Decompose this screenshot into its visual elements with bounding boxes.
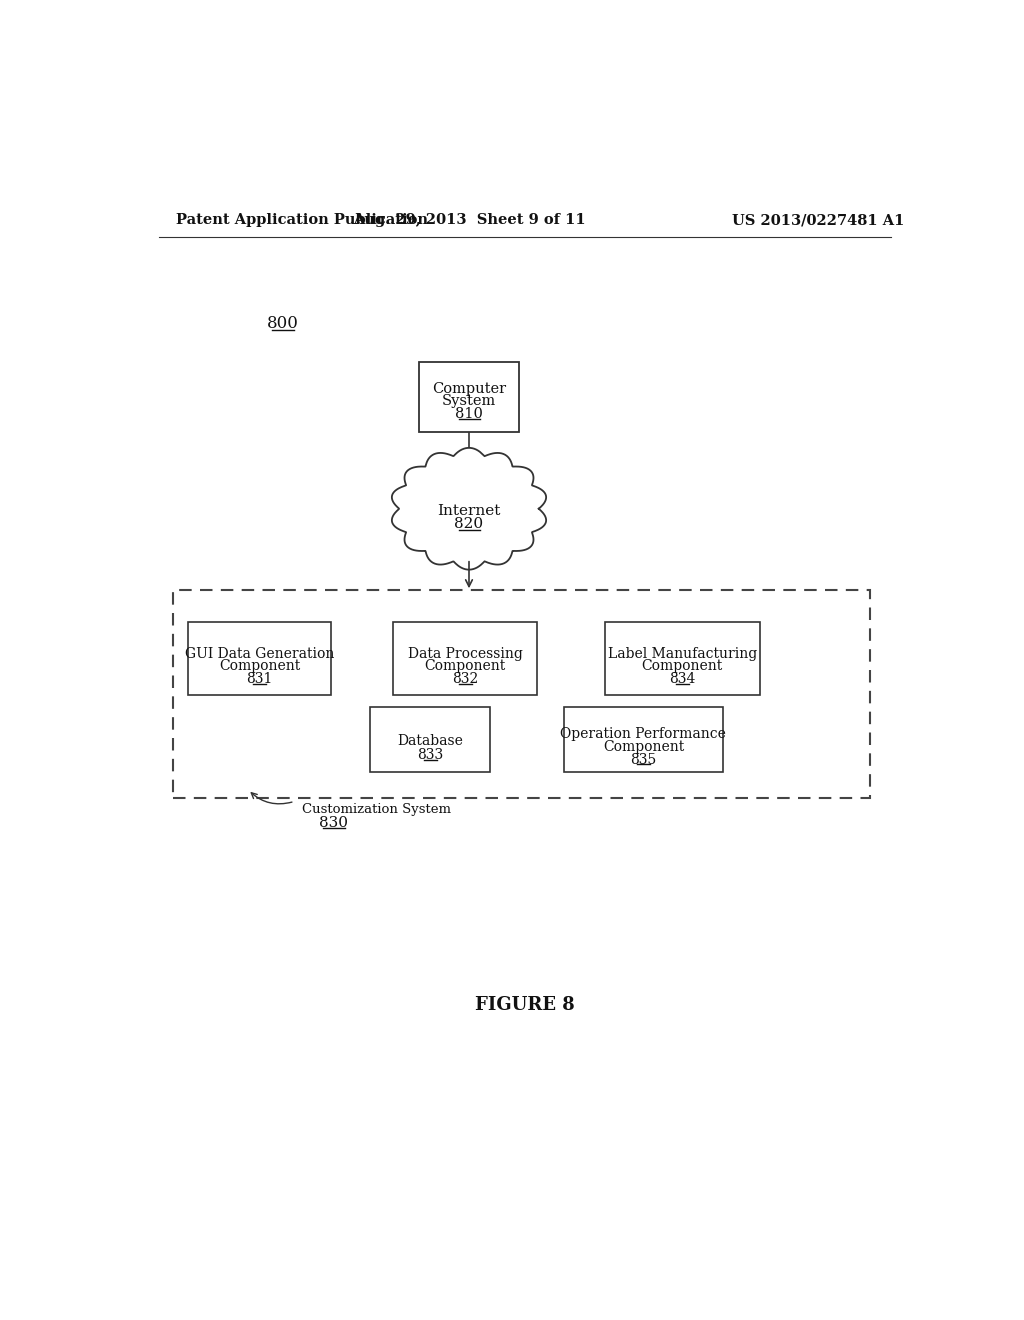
Text: FIGURE 8: FIGURE 8 [475, 997, 574, 1014]
Bar [604, 622, 760, 696]
Text: GUI Data Generation: GUI Data Generation [185, 647, 335, 660]
Text: Operation Performance: Operation Performance [560, 727, 726, 742]
Text: Computer: Computer [432, 383, 506, 396]
Text: Aug. 29, 2013  Sheet 9 of 11: Aug. 29, 2013 Sheet 9 of 11 [352, 213, 586, 227]
Polygon shape [392, 447, 546, 570]
Text: System: System [442, 393, 496, 408]
Bar [419, 363, 519, 432]
Text: 835: 835 [630, 752, 656, 767]
Text: Label Manufacturing: Label Manufacturing [607, 647, 757, 660]
Text: Customization System: Customization System [302, 803, 452, 816]
Bar [393, 622, 537, 696]
Text: 831: 831 [247, 672, 273, 686]
Text: 832: 832 [452, 672, 478, 686]
Text: Data Processing: Data Processing [408, 647, 522, 660]
Text: Patent Application Publication: Patent Application Publication [176, 213, 428, 227]
Text: Internet: Internet [437, 504, 501, 517]
Text: Component: Component [219, 659, 300, 673]
Bar [371, 708, 490, 772]
Text: 834: 834 [669, 672, 695, 686]
Text: Component: Component [641, 659, 723, 673]
Bar [188, 622, 332, 696]
Text: Component: Component [425, 659, 506, 673]
Text: Component: Component [603, 739, 684, 754]
Text: 830: 830 [318, 816, 348, 830]
Text: 800: 800 [267, 315, 299, 333]
Text: US 2013/0227481 A1: US 2013/0227481 A1 [732, 213, 905, 227]
Bar [173, 590, 870, 797]
Text: 810: 810 [455, 407, 483, 421]
Bar [564, 708, 723, 772]
Text: 833: 833 [417, 748, 443, 762]
Text: 820: 820 [455, 517, 483, 531]
Text: Database: Database [397, 734, 463, 748]
